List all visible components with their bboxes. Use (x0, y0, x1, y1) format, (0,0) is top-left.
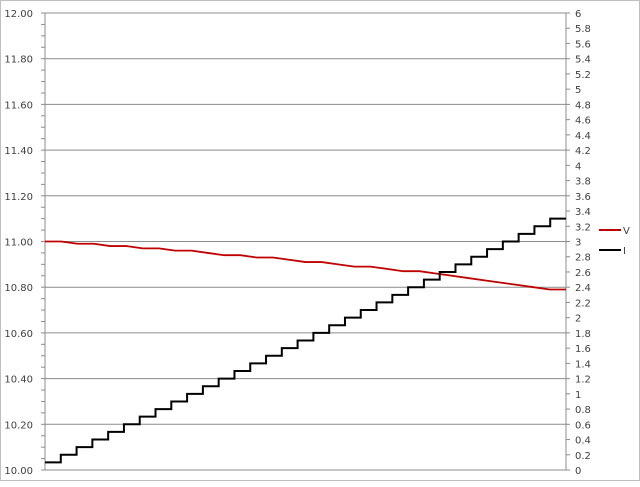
right-tick-label: 4.8 (575, 100, 591, 111)
right-tick-label: 2.8 (575, 253, 591, 264)
left-tick-label: 10.60 (4, 329, 33, 340)
legend-label-I: I (623, 246, 626, 257)
right-tick-label: 1.4 (575, 359, 591, 370)
right-tick-label: 5.8 (575, 24, 591, 35)
right-tick-label: 0.2 (575, 451, 591, 462)
right-tick-label: 1.6 (575, 344, 591, 355)
right-tick-label: 5.2 (575, 70, 591, 81)
right-tick-label: 4.2 (575, 146, 591, 157)
right-tick-label: 0.4 (575, 436, 591, 447)
left-tick-label: 10.40 (4, 375, 33, 386)
right-tick-label: 2.2 (575, 298, 591, 309)
right-tick-label: 1 (575, 390, 581, 401)
right-tick-label: 1.8 (575, 329, 591, 340)
right-tick-label: 0 (575, 466, 581, 477)
series-line-I (45, 217, 566, 464)
legend-label-V: V (623, 226, 630, 237)
left-tick-label: 10.80 (4, 283, 33, 294)
left-tick-label: 11.00 (4, 238, 33, 249)
right-tick-label: 4 (575, 161, 581, 172)
series-line-V (45, 240, 566, 291)
right-tick-label: 2.4 (575, 283, 591, 294)
right-tick-label: 3 (575, 238, 581, 249)
right-tick-label: 3.6 (575, 192, 591, 203)
left-tick-label: 11.60 (4, 100, 33, 111)
right-tick-label: 6 (575, 9, 581, 20)
right-tick-label: 5.4 (575, 55, 591, 66)
left-tick-label: 11.80 (4, 55, 33, 66)
right-tick-label: 2 (575, 314, 581, 325)
right-tick-label: 3.8 (575, 177, 591, 188)
right-tick-label: 0.8 (575, 405, 591, 416)
right-tick-label: 4.4 (575, 131, 591, 142)
right-tick-label: 3.4 (575, 207, 591, 218)
right-tick-label: 2.6 (575, 268, 591, 279)
left-tick-label: 12.00 (4, 9, 33, 20)
left-tick-label: 11.20 (4, 192, 33, 203)
right-tick-label: 5.6 (575, 39, 591, 50)
right-tick-label: 4.6 (575, 116, 591, 127)
left-tick-label: 11.40 (4, 146, 33, 157)
left-tick-label: 10.00 (4, 466, 33, 477)
right-tick-label: 3.2 (575, 222, 591, 233)
right-tick-label: 1.2 (575, 375, 591, 386)
left-tick-label: 10.20 (4, 420, 33, 431)
right-tick-label: 0.6 (575, 420, 591, 431)
right-tick-label: 5 (575, 85, 581, 96)
